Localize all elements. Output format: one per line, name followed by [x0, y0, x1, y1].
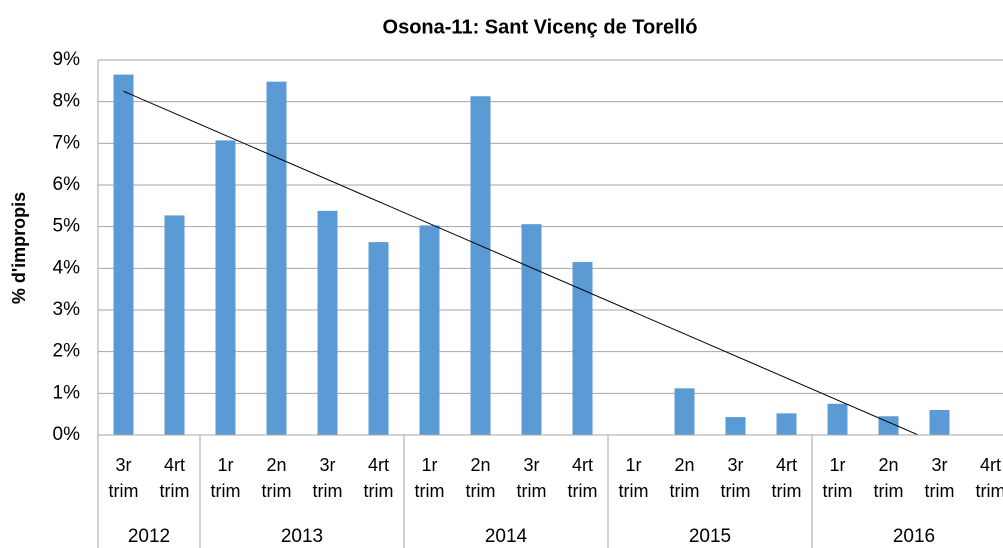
group-label: 2016 — [893, 526, 935, 547]
bar — [419, 225, 440, 435]
bar — [827, 403, 848, 435]
x-tick-label: 4rt trim — [567, 455, 598, 501]
bar — [521, 224, 542, 435]
x-tick-label: 2n trim — [873, 455, 904, 501]
bar — [368, 242, 389, 435]
x-tick-label: 1r trim — [618, 455, 649, 501]
x-tick-label: 3r trim — [720, 455, 751, 501]
x-tick-label: 1r trim — [210, 455, 241, 501]
x-tick-label: 4rt trim — [975, 455, 1003, 501]
bar — [470, 96, 491, 435]
group-label: 2015 — [689, 526, 731, 547]
x-tick-label: 1r trim — [822, 455, 853, 501]
x-tick-label: 4rt trim — [363, 455, 394, 501]
group-label: 2014 — [485, 526, 528, 547]
y-tick-label: 6% — [53, 174, 81, 195]
y-tick-label: 8% — [53, 91, 81, 112]
bar — [266, 81, 287, 436]
chart-title: Osona-11: Sant Vicenç de Torelló — [383, 16, 698, 38]
bar — [929, 410, 950, 435]
x-tick-label: 2n trim — [465, 455, 496, 501]
bar — [572, 262, 593, 435]
x-tick-label: 3r trim — [108, 455, 139, 501]
x-tick-label: 1r trim — [414, 455, 445, 501]
bar — [776, 413, 797, 435]
x-tick-label: 3r trim — [924, 455, 955, 501]
y-tick-label: 3% — [53, 299, 81, 320]
x-tick-label: 4rt trim — [771, 455, 802, 501]
y-tick-label: 0% — [53, 424, 81, 445]
bar — [725, 417, 746, 435]
y-tick-label: 4% — [53, 257, 81, 278]
x-tick-label: 3r trim — [516, 455, 547, 501]
x-tick-label: 3r trim — [312, 455, 343, 501]
group-label: 2012 — [128, 526, 170, 547]
group-label: 2013 — [281, 526, 323, 547]
y-axis-label: % d'impropis — [9, 192, 29, 304]
x-tick-label: 4rt trim — [159, 455, 190, 501]
x-tick-label: 2n trim — [669, 455, 700, 501]
x-tick-label: 2n trim — [261, 455, 292, 501]
bar — [317, 210, 338, 435]
bar — [164, 215, 185, 435]
y-tick-label: 1% — [53, 382, 81, 403]
bar — [674, 388, 695, 435]
trendline — [123, 90, 920, 435]
y-tick-label: 5% — [53, 216, 81, 237]
bar — [215, 140, 236, 435]
bar — [113, 74, 134, 435]
bar — [878, 416, 899, 435]
y-tick-label: 2% — [53, 341, 81, 362]
y-tick-label: 7% — [53, 132, 81, 153]
y-tick-label: 9% — [53, 49, 81, 70]
